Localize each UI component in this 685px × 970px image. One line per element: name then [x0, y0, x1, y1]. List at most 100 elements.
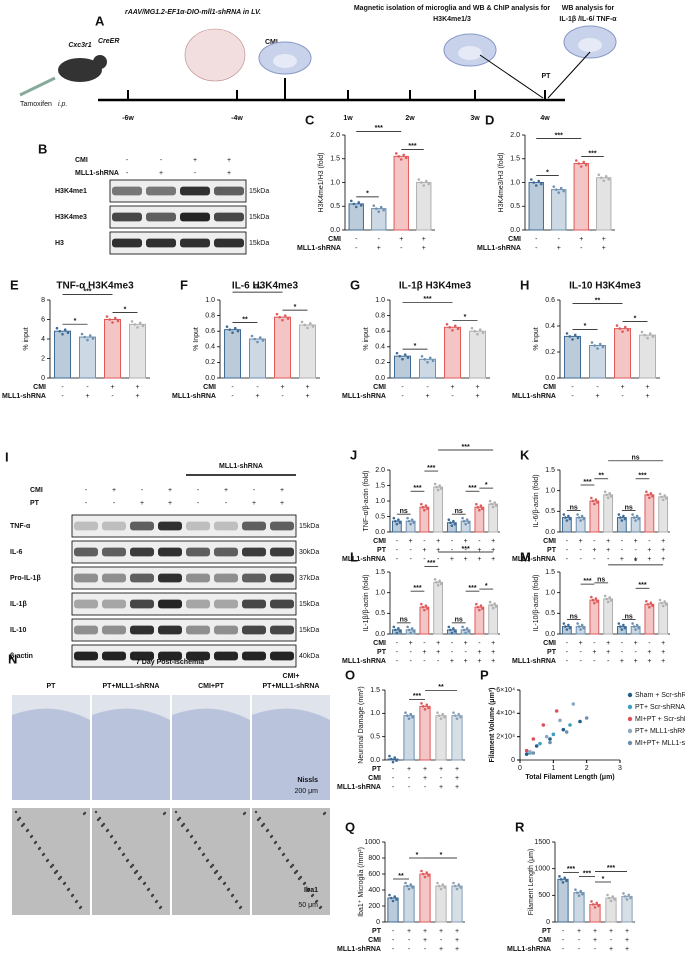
dot: [606, 893, 609, 897]
label: CreER: [98, 38, 119, 45]
cell: [16, 818, 20, 822]
x-axis-label: Total Filament Length (μm): [525, 774, 614, 781]
cell: [146, 888, 150, 892]
blot-band: [186, 651, 210, 661]
bar: [658, 602, 669, 635]
blot-band: [158, 651, 182, 661]
row-name: PT: [377, 649, 387, 656]
row-sign: +: [647, 649, 651, 656]
blot-band: [186, 573, 210, 583]
dot: [634, 628, 637, 631]
bar: [603, 598, 614, 635]
y-axis-label: % input: [363, 327, 370, 350]
row-sign: -: [423, 658, 426, 665]
row-sign: +: [634, 538, 638, 545]
cell: [25, 829, 29, 833]
dot: [562, 622, 566, 625]
row-sign: -: [231, 393, 234, 400]
bar: [561, 517, 572, 533]
col-name: CMI+: [283, 673, 300, 680]
dot: [623, 517, 627, 521]
bar: [451, 885, 463, 923]
dot: [617, 513, 621, 516]
dot: [449, 521, 452, 524]
dot: [591, 499, 595, 503]
dot: [607, 177, 610, 181]
row-sign: -: [566, 658, 569, 665]
dot: [593, 502, 596, 506]
bar: [446, 522, 457, 533]
dot: [619, 625, 622, 628]
row-sign: +: [491, 640, 495, 647]
cell: [205, 859, 209, 863]
row-sign: -: [281, 393, 284, 400]
sig-label: **: [595, 297, 601, 304]
sig-label: ns: [455, 617, 463, 624]
col-name: PT: [30, 500, 40, 507]
cell: [226, 888, 230, 892]
dot: [113, 316, 117, 320]
dot: [595, 901, 599, 905]
row-sign: +: [606, 640, 610, 647]
sig-label: ***: [423, 296, 431, 303]
bar: [393, 155, 409, 231]
row-sign: -: [566, 640, 569, 647]
row-sign: -: [596, 384, 599, 391]
y-tick-label: 0.5: [370, 734, 380, 741]
dot: [424, 604, 428, 607]
bar: [614, 328, 631, 379]
row-name: IL-6: [10, 549, 23, 556]
point: [558, 718, 562, 723]
blot-band: [180, 238, 210, 248]
y-tick-label: 1.0: [545, 488, 555, 495]
bar: [589, 500, 600, 533]
row-sign: -: [408, 937, 411, 944]
dot: [539, 182, 543, 186]
row-sign: -: [437, 556, 440, 563]
bar: [419, 358, 436, 379]
dot: [225, 325, 229, 328]
sig-label: ***: [588, 150, 596, 157]
dot: [625, 898, 629, 901]
row-sign: -: [440, 775, 443, 782]
bar: [249, 338, 266, 379]
label: H3K4me1/3: [433, 16, 471, 23]
bar: [603, 494, 614, 533]
row-sign: +: [620, 658, 624, 665]
y-tick-label: 1.0: [510, 179, 520, 186]
dot: [571, 338, 574, 341]
y-tick-label: 0: [376, 919, 380, 926]
blot-band: [158, 521, 182, 531]
blot-frame: [109, 231, 247, 255]
row-sign: +: [592, 649, 596, 656]
dot: [604, 174, 608, 178]
blot-band: [242, 547, 266, 557]
sig-label: ***: [638, 473, 646, 480]
dot: [412, 521, 415, 524]
blot-band: [74, 521, 98, 531]
col-sign: -: [141, 487, 144, 494]
cell: [78, 906, 82, 910]
row-sign: -: [593, 640, 596, 647]
panel-label: N: [8, 651, 17, 666]
dot: [455, 717, 459, 720]
col-name: CMI: [30, 487, 43, 494]
sig-label: ns: [632, 455, 640, 462]
dot: [420, 602, 423, 606]
row-sign: +: [661, 649, 665, 656]
dot: [590, 496, 593, 500]
iba1-image: [172, 808, 250, 915]
point: [524, 748, 529, 753]
dot: [395, 351, 399, 355]
row-sign: +: [475, 384, 479, 391]
legend-label: MI+PT+ MLL1-shRNA: [635, 740, 685, 747]
row-sign: -: [562, 946, 565, 953]
timeline-label: -4w: [231, 115, 243, 122]
dot: [651, 604, 654, 608]
dot: [627, 893, 631, 897]
blot-frame: [109, 179, 247, 203]
bar: [348, 203, 364, 231]
dot: [640, 330, 644, 334]
row-sign: -: [392, 937, 395, 944]
dot: [580, 623, 584, 627]
